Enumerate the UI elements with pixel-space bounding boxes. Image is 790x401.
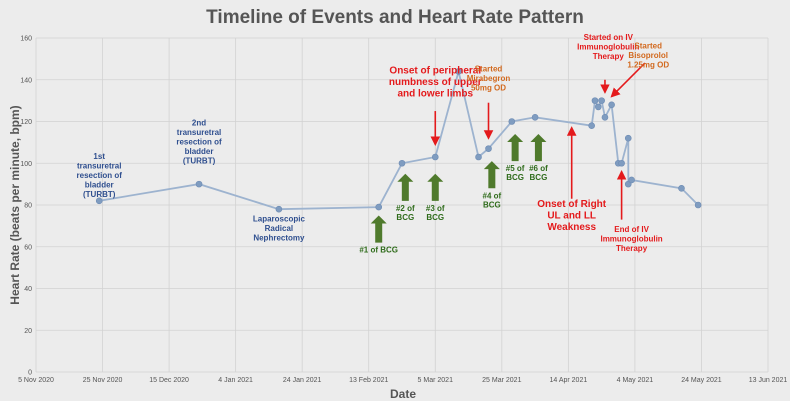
data-point-6	[455, 68, 462, 75]
x-tick-label: 24 Jan 2021	[283, 377, 322, 384]
x-axis-title: Date	[390, 387, 416, 401]
bcg1-arrow	[370, 215, 387, 243]
x-tick-label: 25 Mar 2021	[482, 377, 521, 384]
y-tick-label: 0	[28, 370, 32, 377]
data-point-10	[531, 114, 539, 121]
data-point-16	[608, 101, 615, 109]
y-tick-label: 120	[20, 119, 32, 126]
data-point-13	[595, 103, 602, 111]
data-point-0	[95, 197, 103, 205]
data-point-8	[485, 145, 492, 152]
turbt1-annotation: 1st transuretral resection of bladder (TURBT…	[77, 152, 123, 199]
bcg3-label: #3 of BCG	[426, 204, 445, 222]
bisoprolol-annotation: Started Bisoprolol 1.25mg OD	[627, 41, 669, 69]
y-tick-label: 140	[20, 77, 32, 84]
data-point-12	[591, 97, 599, 104]
chart-title: Timeline of Events and Heart Rate Patter…	[206, 7, 584, 28]
data-point-9	[508, 118, 516, 125]
y-axis-title: Heart Rate (beats per minute, bpm)	[8, 105, 22, 304]
bcg6-arrow	[530, 134, 547, 162]
y-tick-label: 80	[24, 203, 32, 210]
y-tick-label: 20	[24, 328, 32, 335]
bcg4-label: #4 of BCG	[483, 191, 502, 209]
x-tick-label: 24 May 2021	[681, 377, 722, 384]
bcg4-arrow	[483, 161, 500, 189]
y-axis-ticks: 0 20 40 60 80 100 120 140 160	[20, 36, 32, 377]
y-tick-label: 40	[24, 286, 32, 293]
series-layer	[95, 68, 702, 213]
bcg5-arrow	[507, 134, 524, 162]
data-point-2	[275, 205, 283, 213]
data-point-7	[475, 153, 482, 161]
y-tick-label: 100	[20, 161, 32, 168]
bcg6-label: #6 of BCG	[529, 164, 548, 182]
y-tick-label: 160	[20, 36, 32, 43]
data-point-4	[398, 159, 406, 167]
bcg2-label: #2 of BCG	[396, 204, 415, 222]
mirabegron-annotation: Started Mirabegron 50mg OD	[467, 64, 511, 92]
x-tick-label: 5 Nov 2020	[18, 377, 54, 384]
ivig-start-annotation: Started on IV Immunoglobulin Therapy	[577, 33, 639, 61]
x-tick-label: 5 Mar 2021	[418, 377, 454, 384]
bcg3-arrow	[427, 173, 444, 201]
numbness-annotation: Onset of peripheral numbness of upper and …	[389, 65, 482, 99]
x-tick-label: 15 Dec 2020	[149, 377, 189, 384]
bcg1-label: #1 of BCG	[359, 246, 398, 255]
arrow-bisoprolol	[610, 62, 646, 98]
bcg2-arrow	[397, 173, 414, 201]
right-weakness-annotation: Onset of Right UL and LL Weakness	[537, 199, 607, 233]
x-tick-label: 13 Jun 2021	[749, 377, 788, 384]
data-point-1	[195, 180, 203, 188]
y-tick-label: 60	[24, 244, 32, 251]
x-tick-label: 13 Feb 2021	[349, 377, 388, 384]
data-point-14	[598, 97, 605, 104]
data-point-3	[375, 203, 383, 211]
x-tick-label: 4 Jan 2021	[218, 377, 253, 384]
x-tick-label: 4 May 2021	[617, 377, 654, 384]
event-arrows	[430, 62, 646, 220]
heart-rate-line	[99, 71, 699, 211]
data-point-22	[678, 185, 685, 192]
x-tick-label: 25 Nov 2020	[83, 377, 123, 384]
data-point-23	[694, 201, 702, 209]
data-point-15	[601, 114, 609, 121]
bcg-doses: #1 of BCG #2 of BCG #3 of BCG #4 of BCG#5 of BC…	[359, 134, 548, 255]
x-tick-label: 14 Apr 2021	[549, 377, 587, 384]
nephrectomy-annotation: Laparoscopic Radical Nephrectomy	[253, 215, 306, 243]
turbt2-annotation: 2nd transuretral resection of bladder (TURBT…	[176, 119, 222, 166]
data-point-18	[618, 159, 625, 167]
data-point-5	[431, 153, 439, 161]
ivig-end-annotation: End of IV Immunoglobulin Therapy	[600, 225, 662, 253]
x-axis-ticks: 5 Nov 2020 25 Nov 2020 15 Dec 2020 4 Jan 20…	[18, 377, 787, 384]
annotations: 1st transuretral resection of bladder (TURBT…	[77, 33, 670, 253]
data-point-19	[624, 134, 632, 142]
bcg5-label: #5 of BCG	[506, 164, 525, 182]
data-point-21	[628, 176, 635, 184]
data-point-11	[588, 122, 595, 129]
